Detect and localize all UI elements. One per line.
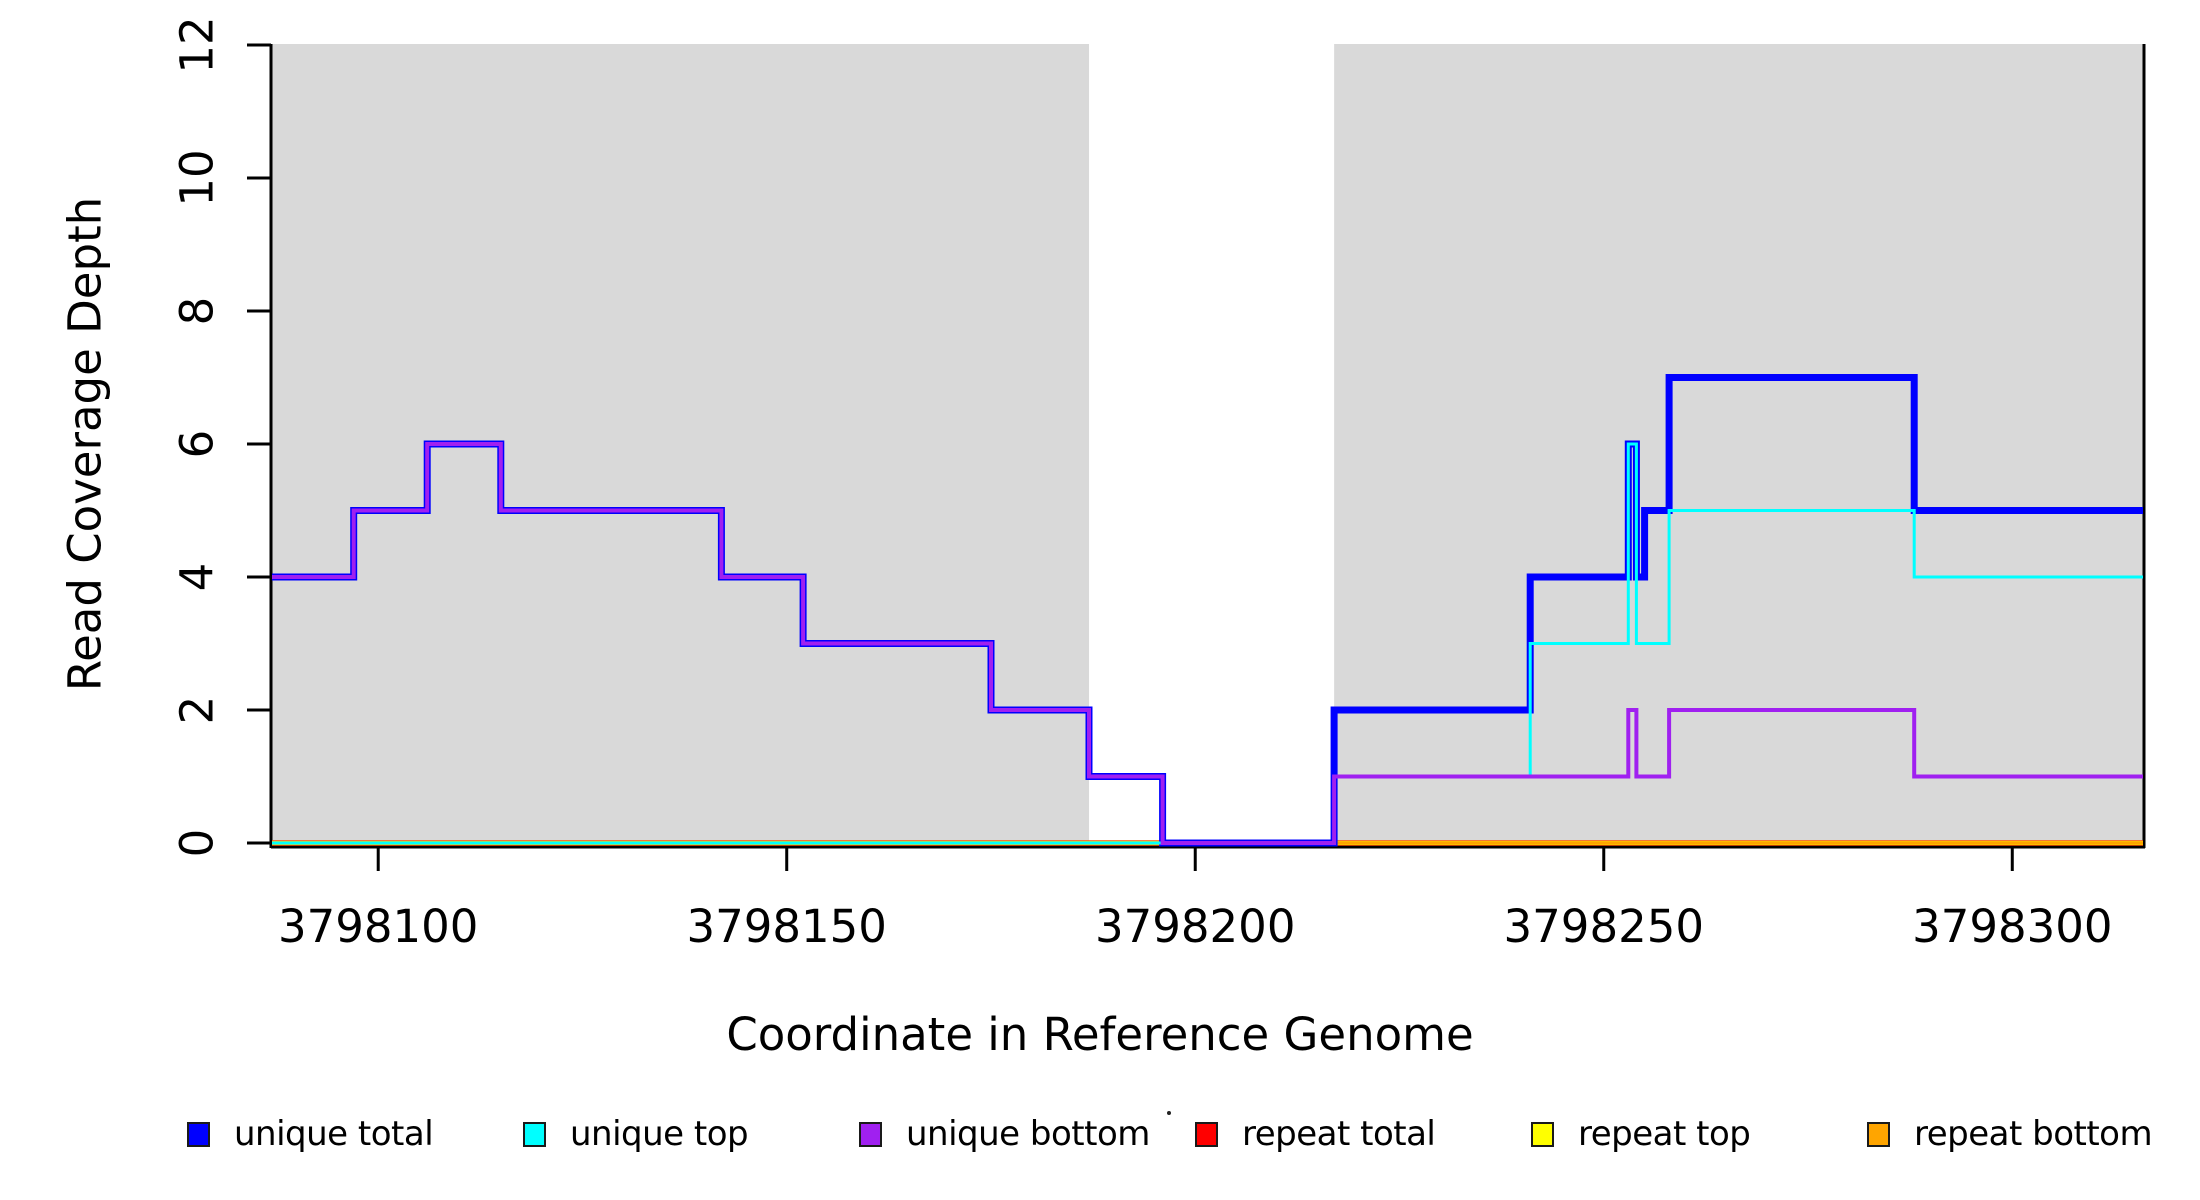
legend-label: unique top <box>570 1114 749 1154</box>
legend-item-unique-total: unique total <box>187 1114 434 1154</box>
legend-label: unique bottom <box>906 1114 1150 1154</box>
legend-item-repeat-total: repeat total <box>1195 1114 1436 1154</box>
x-tick-label: 3798300 <box>1912 900 2112 953</box>
y-tick-label: 12 <box>171 16 224 73</box>
series-line-unique-bottom <box>272 442 2143 845</box>
legend-item-unique-top: unique top <box>523 1114 749 1154</box>
shaded-region <box>1334 44 2143 843</box>
legend-item-unique-bottom: unique bottom <box>859 1114 1150 1154</box>
legend-swatch-repeat-bottom <box>1867 1121 1890 1147</box>
legend-swatch-unique-top <box>523 1121 546 1147</box>
legend-item-repeat-top: repeat top <box>1531 1114 1751 1154</box>
x-tick-label: 3798200 <box>1095 900 1295 953</box>
y-tick-label: 2 <box>171 696 224 725</box>
legend-label: unique total <box>234 1114 434 1154</box>
x-tick-label: 3798250 <box>1504 900 1704 953</box>
y-tick-label: 4 <box>171 563 224 592</box>
legend-swatch-repeat-total <box>1195 1121 1218 1147</box>
y-tick-label: 6 <box>171 430 224 459</box>
y-axis-title: Read Coverage Depth <box>58 196 112 692</box>
y-tick-label: 8 <box>171 297 224 326</box>
x-axis-title: Coordinate in Reference Genome <box>726 1008 1474 1061</box>
stray-dot <box>1167 1111 1171 1115</box>
x-tick-label: 3798150 <box>687 900 887 953</box>
legend: unique total unique top unique bottom repea… <box>0 1114 2200 1158</box>
legend-label: repeat bottom <box>1914 1114 2153 1154</box>
x-tick-label: 3798100 <box>278 900 478 953</box>
y-tick-label: 10 <box>171 149 224 206</box>
shaded-region <box>272 44 1090 843</box>
legend-label: repeat total <box>1242 1114 1436 1154</box>
legend-swatch-unique-bottom <box>859 1121 882 1147</box>
y-tick-label: 0 <box>171 829 224 858</box>
legend-item-repeat-bottom: repeat bottom <box>1867 1114 2153 1154</box>
legend-swatch-repeat-top <box>1531 1121 1554 1147</box>
legend-swatch-unique-total <box>187 1121 210 1147</box>
legend-label: repeat top <box>1578 1114 1751 1154</box>
